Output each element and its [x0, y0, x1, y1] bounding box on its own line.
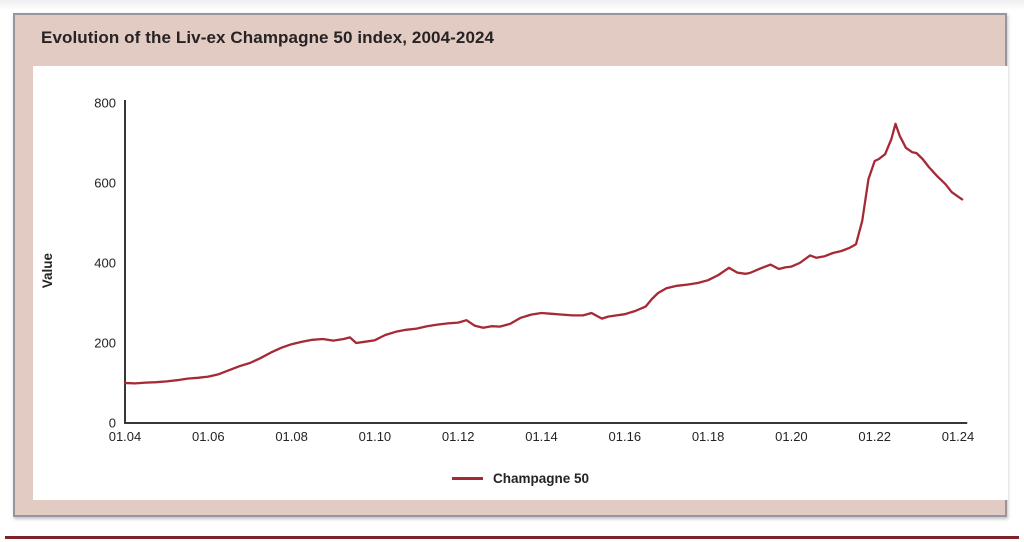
x-tick-label: 01.18 — [692, 429, 725, 444]
x-tick-label: 01.08 — [275, 429, 308, 444]
x-tick-label: 01.14 — [525, 429, 558, 444]
legend-label: Champagne 50 — [492, 470, 590, 486]
y-tick-label: 200 — [94, 336, 116, 351]
x-tick-label: 01.22 — [858, 429, 891, 444]
x-tick-label: 01.04 — [109, 429, 142, 444]
page-top-fade — [0, 0, 1024, 10]
y-tick-label: 600 — [94, 176, 116, 191]
x-tick-label: 01.20 — [775, 429, 808, 444]
x-tick-label: 01.10 — [359, 429, 392, 444]
y-tick-label: 400 — [94, 256, 116, 271]
plot-panel: Value 0 200 400 600 800 01.04 01.06 01.08 01.10 0… — [33, 66, 1008, 500]
legend: Champagne 50 — [33, 470, 1008, 486]
x-tick-label: 01.12 — [442, 429, 475, 444]
y-tick-label: 800 — [94, 96, 116, 111]
chart-card: Evolution of the Liv-ex Champagne 50 ind… — [13, 13, 1008, 517]
champagne-50-line — [123, 122, 964, 385]
x-tick-label: 01.16 — [609, 429, 642, 444]
page-bottom-rule — [5, 536, 1019, 539]
chart-title: Evolution of the Liv-ex Champagne 50 ind… — [41, 28, 495, 47]
legend-line-swatch — [451, 476, 483, 480]
x-tick-label: 01.06 — [192, 429, 225, 444]
y-tick-label: 0 — [109, 416, 116, 431]
chart-svg: 0 200 400 600 800 01.04 01.06 01.08 01.10 01.12 01… — [94, 96, 975, 445]
x-tick-label: 01.24 — [942, 429, 975, 444]
